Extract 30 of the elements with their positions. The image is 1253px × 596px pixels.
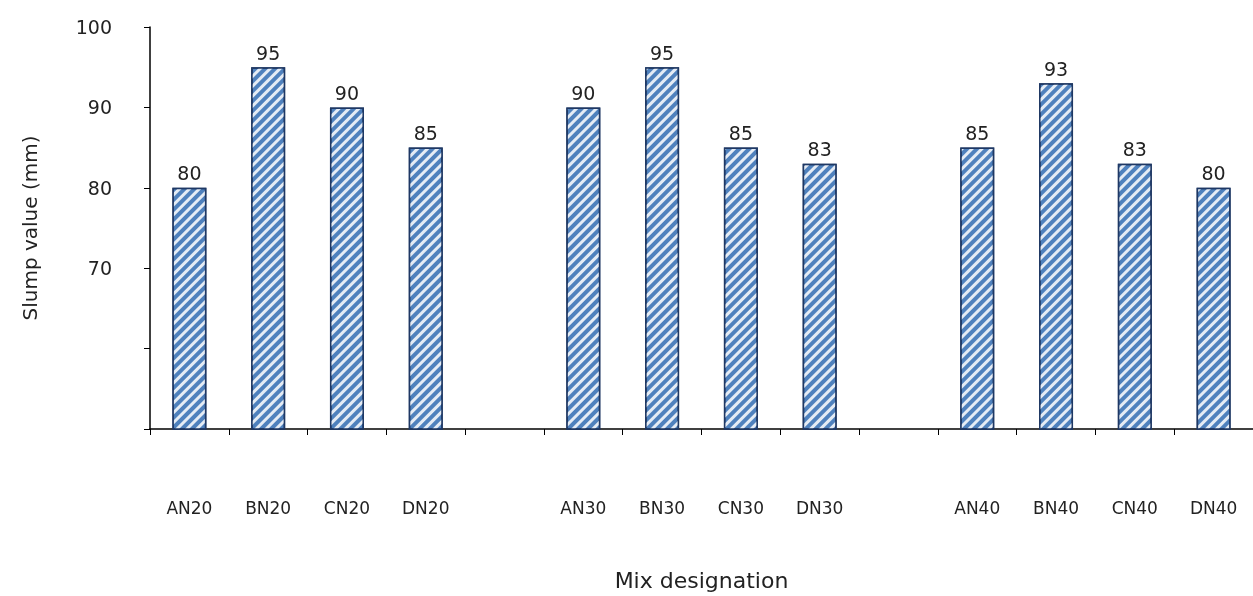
data-label: 85 <box>413 122 438 145</box>
y-axis-title: Slump value (mm) <box>18 135 42 321</box>
x-tick-label: DN40 <box>1189 497 1238 518</box>
data-label: 95 <box>256 41 281 64</box>
x-tick-label: BN30 <box>639 497 686 518</box>
data-label: 90 <box>334 81 360 104</box>
y-tick-label: 90 <box>87 96 112 119</box>
data-label: 83 <box>1122 138 1147 161</box>
y-tick-label: 80 <box>87 176 112 199</box>
y-tick-label: 100 <box>75 16 112 38</box>
x-tick-label: BN20 <box>245 497 292 518</box>
y-tick-label: 70 <box>87 257 112 280</box>
x-tick-label: AN20 <box>166 497 213 518</box>
data-label: 90 <box>571 81 596 104</box>
x-tick-label: AN30 <box>560 497 607 518</box>
x-tick-label: CN40 <box>1111 497 1158 518</box>
x-tick-label: CN20 <box>323 497 371 518</box>
x-axis-title: Mix designation <box>614 567 789 593</box>
x-tick-label: AN40 <box>954 497 1001 518</box>
data-label: 85 <box>728 122 753 145</box>
x-tick-label: DN30 <box>795 497 844 518</box>
data-label: 83 <box>807 138 832 161</box>
x-tick-label: BN40 <box>1033 497 1080 518</box>
data-label: 80 <box>177 162 202 185</box>
x-tick-label: CN30 <box>717 497 764 518</box>
data-label: 93 <box>1043 57 1069 80</box>
x-tick-label: DN20 <box>402 497 450 518</box>
data-label: 85 <box>965 122 990 145</box>
data-label: 95 <box>650 41 675 64</box>
data-label: 80 <box>1201 162 1226 185</box>
